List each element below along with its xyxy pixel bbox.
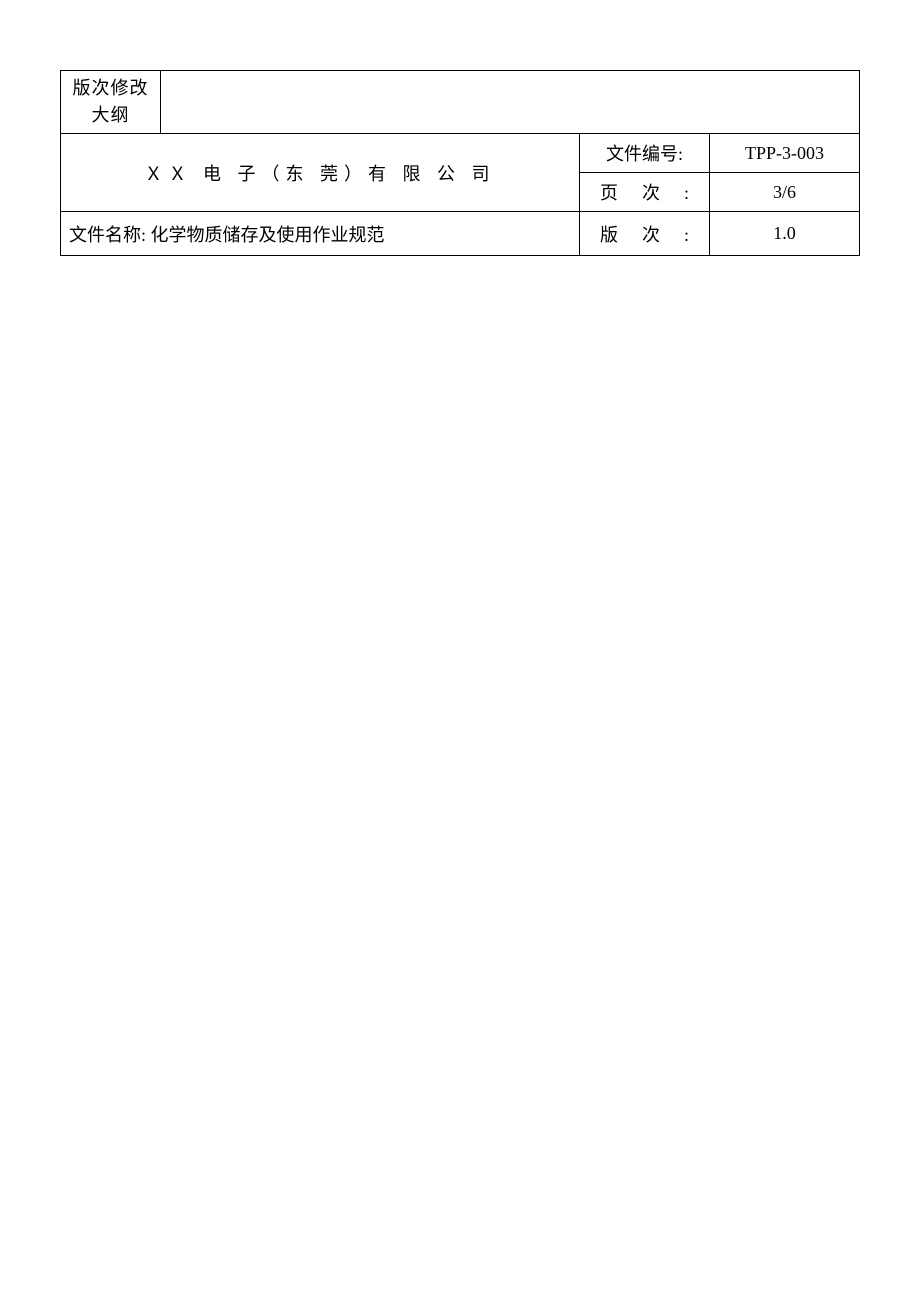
revision-row: 版次修改大纲	[61, 71, 860, 134]
version-label-char2: 次:	[642, 225, 689, 245]
company-name-cell: ＸＸ 电 子（东 莞）有 限 公 司	[61, 134, 580, 212]
document-wrapper: 版次修改大纲 ＸＸ 电 子（东 莞）有 限 公 司 文件编号: TPP-3-00…	[0, 0, 920, 256]
doc-number-label: 文件编号:	[606, 144, 683, 164]
doc-number-value-cell: TPP-3-003	[710, 134, 860, 173]
version-label-spaced: 版次:	[588, 221, 701, 247]
version-value: 1.0	[773, 223, 796, 243]
version-value-cell: 1.0	[710, 212, 860, 256]
doc-name-cell: 文件名称: 化学物质储存及使用作业规范	[61, 212, 580, 256]
version-label-cell: 版次:	[580, 212, 710, 256]
page-value: 3/6	[773, 182, 796, 202]
revision-label-cell: 版次修改大纲	[61, 71, 161, 134]
doc-name-label: 文件名称:	[69, 225, 146, 245]
revision-content-cell	[161, 71, 860, 134]
doc-number-label-cell: 文件编号:	[580, 134, 710, 173]
company-name: ＸＸ 电 子（东 莞）有 限 公 司	[145, 164, 496, 184]
page-label-cell: 页次:	[580, 173, 710, 212]
page-value-cell: 3/6	[710, 173, 860, 212]
header-table: 版次修改大纲 ＸＸ 电 子（东 莞）有 限 公 司 文件编号: TPP-3-00…	[60, 70, 860, 256]
revision-label: 版次修改大纲	[73, 78, 149, 125]
version-label-char1: 版	[600, 225, 642, 245]
company-row-1: ＸＸ 电 子（东 莞）有 限 公 司 文件编号: TPP-3-003	[61, 134, 860, 173]
page-label-char1: 页	[600, 183, 642, 203]
doc-number-value: TPP-3-003	[745, 143, 824, 163]
page-label-spaced: 页次:	[588, 179, 701, 205]
doc-name-row: 文件名称: 化学物质储存及使用作业规范 版次: 1.0	[61, 212, 860, 256]
doc-name-value: 化学物质储存及使用作业规范	[146, 225, 385, 245]
page-label-char2: 次:	[642, 183, 689, 203]
